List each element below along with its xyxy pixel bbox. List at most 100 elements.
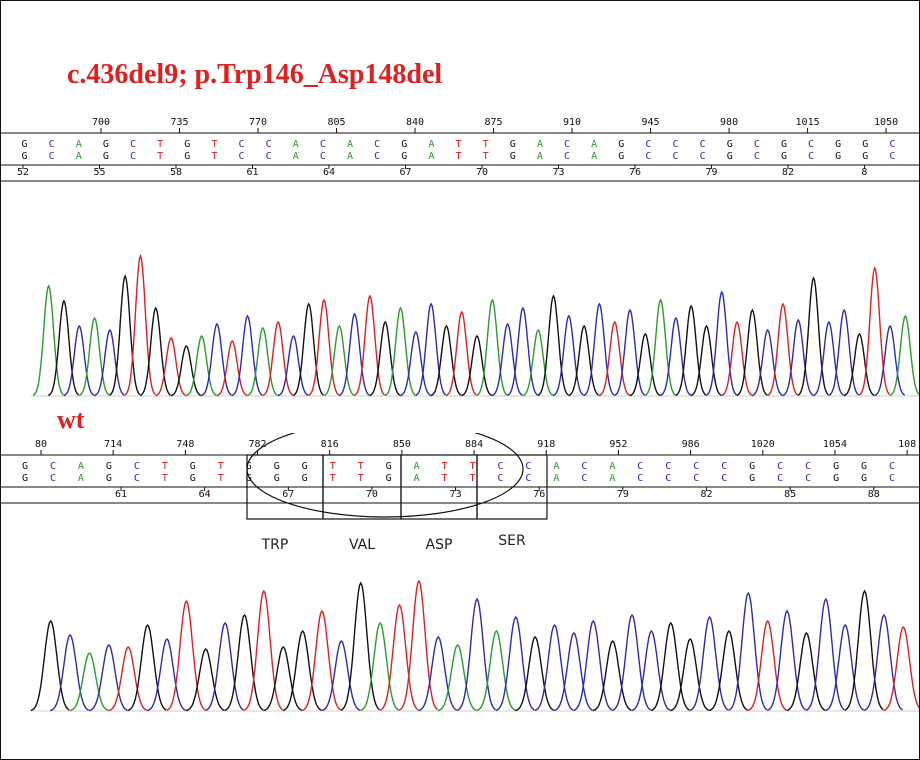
bottom-tick-label: 70 bbox=[476, 167, 488, 178]
base-call: G bbox=[510, 139, 516, 150]
trace-peak-A bbox=[384, 306, 416, 397]
top-tick-label: 918 bbox=[537, 439, 555, 450]
base-call: C bbox=[525, 461, 531, 472]
trace-peak-A bbox=[437, 643, 477, 712]
trace-peak-T bbox=[883, 625, 919, 712]
trace-peak-G bbox=[786, 631, 826, 712]
base-call: G bbox=[184, 139, 190, 150]
top-tick-label: 980 bbox=[720, 117, 738, 128]
trace-peak-C bbox=[456, 597, 497, 711]
base-call: C bbox=[637, 473, 643, 484]
base-call: C bbox=[266, 139, 272, 150]
base-call: C bbox=[581, 473, 587, 484]
base-call: C bbox=[754, 139, 760, 150]
bottom-tick-label: 61 bbox=[246, 167, 258, 178]
trace-peak-C bbox=[573, 619, 613, 712]
trace-peak-G bbox=[736, 308, 768, 397]
base-call: C bbox=[808, 151, 814, 162]
base-call: C bbox=[374, 139, 380, 150]
trace-peak-T bbox=[721, 320, 753, 397]
top-tick-label: 1054 bbox=[823, 439, 847, 450]
trace-peak-T bbox=[262, 320, 294, 397]
base-call: C bbox=[497, 473, 503, 484]
base-call: C bbox=[805, 461, 811, 472]
base-call: C bbox=[693, 473, 699, 484]
trace-peak-G bbox=[708, 629, 748, 712]
wildtype-title: wt bbox=[57, 405, 85, 434]
base-call: C bbox=[645, 151, 651, 162]
trace-peak-C bbox=[805, 597, 845, 711]
base-call: A bbox=[609, 473, 615, 484]
top-tick-label: 770 bbox=[249, 117, 267, 128]
trace-peak-C bbox=[705, 290, 737, 397]
base-call: T bbox=[218, 473, 224, 484]
trace-peak-T bbox=[108, 645, 148, 712]
base-call: T bbox=[358, 461, 364, 472]
trace-peak-C bbox=[321, 639, 361, 712]
base-call: A bbox=[78, 473, 84, 484]
trace-peak-A bbox=[323, 324, 355, 397]
top-tick-label: 952 bbox=[609, 439, 627, 450]
trace-peak-A bbox=[78, 316, 110, 397]
trace-peak-G bbox=[592, 639, 632, 712]
trace-peak-C bbox=[146, 637, 186, 712]
bottom-tick-label: 82 bbox=[782, 167, 794, 178]
base-call: C bbox=[754, 151, 760, 162]
base-call: T bbox=[211, 139, 217, 150]
base-call: C bbox=[134, 473, 140, 484]
trace-peak-G bbox=[515, 635, 555, 712]
trace-peak-G bbox=[47, 299, 80, 397]
top-tick-label: 840 bbox=[406, 117, 424, 128]
base-call: C bbox=[49, 139, 55, 150]
base-call: G bbox=[618, 151, 624, 162]
base-call: T bbox=[162, 473, 168, 484]
base-call: C bbox=[672, 139, 678, 150]
trace-peak-T bbox=[124, 253, 156, 396]
base-call: T bbox=[442, 461, 448, 472]
base-call: C bbox=[700, 139, 706, 150]
bottom-tick-label: 8 bbox=[861, 167, 867, 178]
base-call: G bbox=[302, 461, 308, 472]
base-call: G bbox=[22, 139, 28, 150]
trace-peak-T bbox=[598, 320, 630, 397]
base-call: T bbox=[157, 151, 163, 162]
base-call: C bbox=[564, 151, 570, 162]
top-tick-label: 1050 bbox=[874, 117, 898, 128]
base-call: C bbox=[130, 139, 136, 150]
base-call: G bbox=[386, 473, 392, 484]
base-call: A bbox=[76, 139, 82, 150]
trace-peak-T bbox=[858, 266, 890, 396]
trace-peak-G bbox=[461, 334, 493, 397]
base-call: C bbox=[497, 461, 503, 472]
base-call: C bbox=[49, 151, 55, 162]
trace-peak-G bbox=[670, 637, 710, 712]
base-call: A bbox=[537, 151, 543, 162]
trace-peak-C bbox=[828, 308, 860, 397]
trace-peak-G bbox=[568, 324, 600, 397]
base-call: T bbox=[358, 473, 364, 484]
bottom-tick-label: 88 bbox=[868, 489, 880, 500]
trace-peak-A bbox=[476, 298, 508, 397]
top-tick-label: 945 bbox=[642, 117, 660, 128]
trace-peak-C bbox=[689, 615, 729, 712]
base-call: C bbox=[721, 461, 727, 472]
base-call: A bbox=[347, 151, 353, 162]
base-call: C bbox=[645, 139, 651, 150]
trace-peak-G bbox=[185, 648, 225, 712]
trace-peak-C bbox=[495, 615, 535, 712]
base-call: C bbox=[700, 151, 706, 162]
trace-peak-C bbox=[534, 623, 574, 712]
trace-peak-G bbox=[139, 306, 171, 397]
trace-peak-T bbox=[308, 298, 340, 397]
base-call: A bbox=[428, 139, 434, 150]
base-call: G bbox=[184, 151, 190, 162]
top-tick-label: 748 bbox=[176, 439, 194, 450]
top-tick-label: 910 bbox=[563, 117, 581, 128]
base-call: A bbox=[76, 151, 82, 162]
trace-peak-T bbox=[166, 599, 206, 711]
trace-peak-T bbox=[353, 294, 386, 397]
top-tick-label: 108 bbox=[898, 439, 916, 450]
base-call: G bbox=[749, 473, 755, 484]
base-call: C bbox=[239, 139, 245, 150]
base-call: C bbox=[50, 461, 56, 472]
